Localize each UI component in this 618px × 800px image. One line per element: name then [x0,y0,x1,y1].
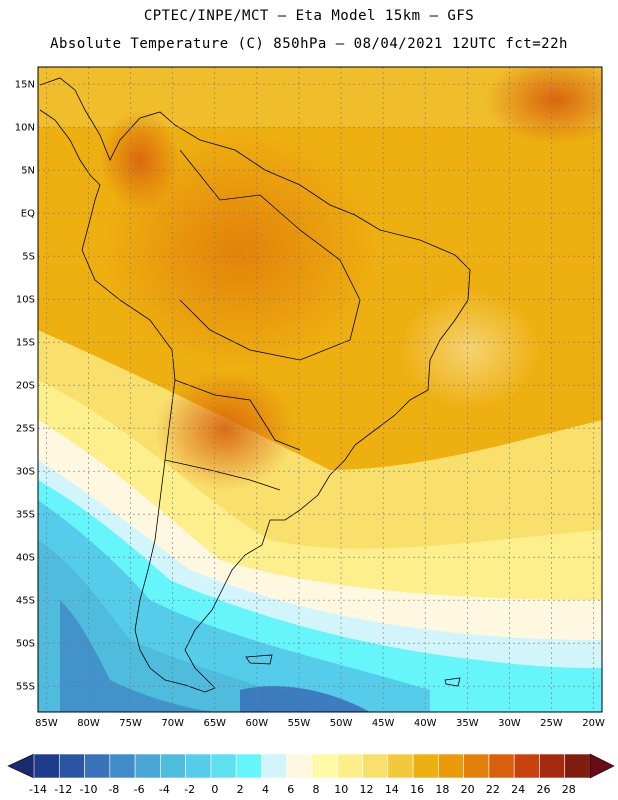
colorbar-label: 24 [511,783,525,796]
colorbar-label: 6 [287,783,294,796]
lat-tick-label: 5S [22,252,35,263]
colorbar-swatch [362,753,389,779]
lat-tick-label: EQ [21,209,35,220]
colorbar-swatch [564,753,591,779]
colorbar-over-arrow [589,753,615,779]
lat-tick-label: 45S [16,596,35,607]
colorbar-swatch [109,753,136,779]
colorbar-label: 14 [385,783,399,796]
lat-tick-label: 40S [16,553,35,564]
colorbar-label: -12 [54,783,72,796]
lat-tick-label: 10S [16,295,35,306]
colorbar-swatch [488,753,515,779]
chart-title-line1: CPTEC/INPE/MCT – Eta Model 15km – GFS [143,8,475,24]
colorbar-label: 22 [486,783,500,796]
lat-tick-label: 55S [16,682,35,693]
colorbar-under-arrow [7,753,35,779]
colorbar-label: 0 [211,783,218,796]
colorbar-label: 18 [435,783,449,796]
colorbar-swatch [210,753,237,779]
colorbar-label: 8 [313,783,320,796]
colorbar-label: 26 [536,783,550,796]
colorbar-label: 2 [237,783,244,796]
lat-tick-label: 20S [16,381,35,392]
colorbar-swatch [412,753,439,779]
colorbar-swatch [513,753,540,779]
colorbar: -14 -12 -10 -8 -6 -4 -2 0 2 4 6 8 10 12 14 16 18 20 22 24 26… [7,753,615,796]
colorbar-swatch [160,753,186,779]
coastline [39,77,471,693]
colorbar-swatch [539,753,566,779]
lon-tick-label: 50W [330,718,353,729]
lat-tick-label: 35S [16,510,35,521]
lon-tick-label: 85W [35,718,58,729]
longitude-tick-labels: 85W 80W 75W 70W 65W 60W 55W 50W 45W 40W 35W 30W 25W 2… [35,718,605,729]
graticule [38,67,602,712]
lon-tick-label: 55W [288,718,311,729]
colorbar-label: -8 [108,783,119,796]
colorbar-label: -10 [80,783,98,796]
colorbar-label: -2 [184,783,195,796]
colorbar-swatch [58,753,85,779]
colorbar-swatch [438,753,464,779]
colorbar-label: -14 [29,783,47,796]
colorbar-label: 16 [410,783,424,796]
colorbar-swatch [336,753,363,779]
lat-tick-label: 5N [21,166,35,177]
lon-tick-label: 70W [161,718,184,729]
colorbar-swatch [84,753,111,779]
colorbar-label: 20 [461,783,475,796]
lon-tick-label: 80W [77,718,100,729]
colorbar-label: -6 [134,783,145,796]
lat-tick-label: 15S [16,338,35,349]
lat-tick-label: 25S [16,424,35,435]
colorbar-label: 10 [334,783,348,796]
lon-tick-label: 25W [540,718,563,729]
colorbar-label: 12 [360,783,374,796]
colorbar-label: 4 [262,783,269,796]
lat-tick-label: 50S [16,639,35,650]
colorbar-label: 28 [562,783,576,796]
colorbar-swatch [235,753,262,779]
lat-tick-label: 30S [16,467,35,478]
colorbar-swatch [286,753,313,779]
colorbar-swatch [311,753,338,779]
latitude-tick-labels: 15N 10N 5N EQ 5S 10S 15S 20S 25S 30S 35S 40S 45S 50S 5… [15,80,35,693]
colorbar-swatch [134,753,161,779]
colorbar-swatch [261,753,288,779]
map-frame [37,66,603,713]
lon-tick-label: 75W [119,718,142,729]
colorbar-label: -4 [159,783,170,796]
lon-tick-label: 35W [456,718,479,729]
lon-tick-label: 40W [414,718,437,729]
temperature-field [38,67,602,712]
lat-tick-label: 15N [15,80,35,91]
colorbar-swatch [33,753,60,779]
lon-tick-label: 60W [246,718,269,729]
lon-tick-label: 20W [582,718,605,729]
colorbar-swatch [463,753,490,779]
lon-tick-label: 45W [372,718,395,729]
lat-tick-label: 10N [15,123,35,134]
colorbar-swatch [387,753,414,779]
colorbar-swatch [185,753,212,779]
lon-tick-label: 30W [498,718,521,729]
chart-title-line2: Absolute Temperature (C) 850hPa – 08/04/… [50,36,568,52]
lon-tick-label: 65W [203,718,226,729]
